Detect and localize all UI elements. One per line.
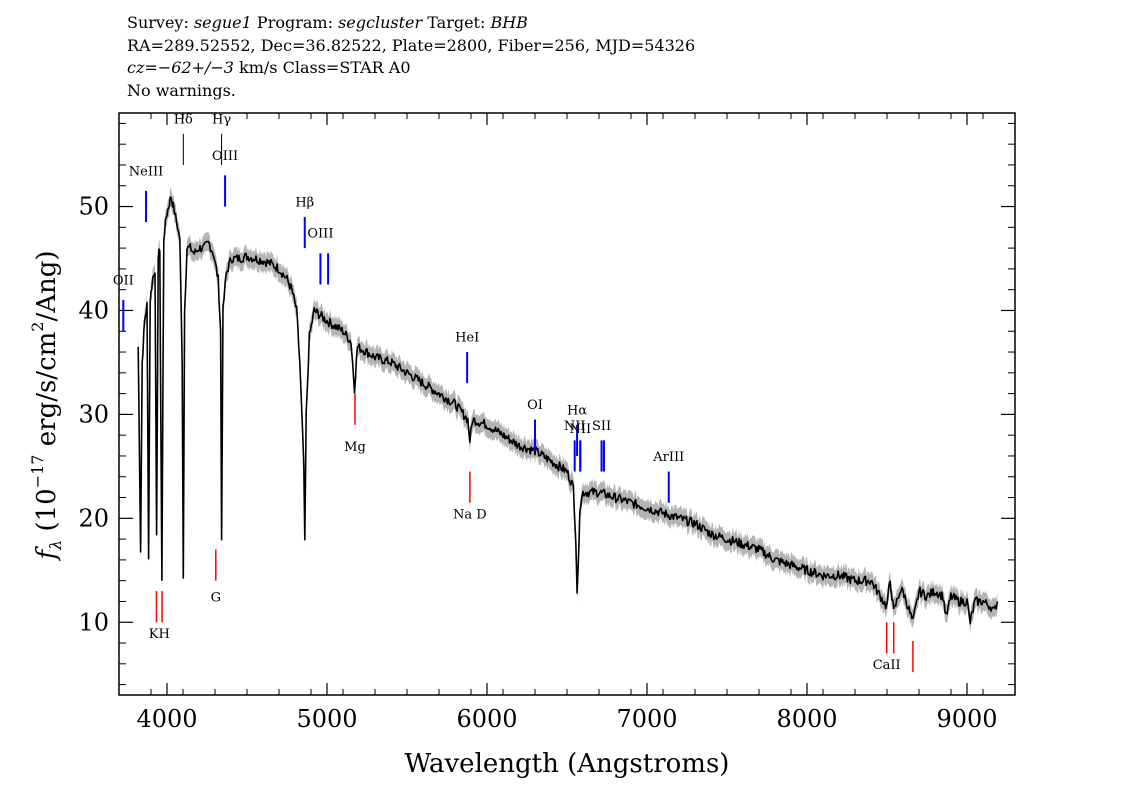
x-tick-label: 5000 (296, 705, 357, 733)
survey-value: segue1 (193, 13, 252, 32)
cz-label: cz= (127, 58, 158, 77)
flux-line-0 (137, 196, 999, 625)
emission-label: OI (527, 398, 543, 413)
x-tick-label: 9000 (936, 705, 997, 733)
y-tick-label: 20 (78, 504, 109, 532)
program-value: segcluster (338, 13, 423, 32)
survey-label: Survey: (127, 13, 189, 32)
y-label-exp2: 2 (28, 322, 47, 332)
emission-label: Hδ (174, 112, 193, 127)
y-tick-label: 10 (78, 608, 109, 636)
x-tick-label: 4000 (136, 705, 197, 733)
emission-label: NeIII (129, 164, 163, 179)
y-label-open: (10 (32, 488, 62, 540)
absorption-label: G (211, 590, 221, 605)
cz-value: −62+/−3 (157, 58, 234, 77)
emission-label: NII (564, 419, 586, 434)
target-label: Target: (427, 13, 486, 32)
emission-label: OII (113, 273, 134, 288)
flux-series (137, 196, 999, 625)
cz-rest: km/s Class=STAR A0 (233, 58, 411, 77)
x-tick-label: 7000 (616, 705, 677, 733)
absorption-label: Mg (344, 440, 366, 455)
emission-label: NII (569, 422, 591, 437)
emission-label: OIII (212, 149, 238, 164)
header-line-3: cz=−62+/−3 km/s Class=STAR A0 (127, 57, 695, 80)
emission-label: OIII (307, 227, 333, 242)
program-label: Program: (256, 13, 333, 32)
emission-label: Hγ (212, 112, 231, 127)
y-axis-label: fλ (10−17 erg/s/cm2/Ang) (28, 250, 65, 561)
header-line-1: Survey: segue1 Program: segcluster Targe… (127, 12, 695, 35)
y-tick-label: 30 (78, 400, 109, 428)
emission-label: SII (592, 419, 611, 434)
axis-ticks: 4000 5000 6000 7000 8000 9000 10 20 30 40 50 (78, 113, 1016, 733)
emission-label: ArIII (652, 450, 684, 465)
y-label-close: /Ang) (32, 250, 62, 321)
x-tick-label: 6000 (456, 705, 517, 733)
emission-label: Hβ (295, 196, 314, 211)
x-axis-label: Wavelength (Angstroms) (405, 749, 730, 779)
spectrum-header: Survey: segue1 Program: segcluster Targe… (127, 12, 695, 102)
header-line-4: No warnings. (127, 80, 236, 100)
absorption-label: Na D (453, 507, 487, 522)
y-tick-label: 40 (78, 296, 109, 324)
x-tick-label: 8000 (776, 705, 837, 733)
emission-label: HeI (455, 331, 479, 346)
y-label-units: erg/s/cm (32, 332, 62, 455)
target-value: BHB (490, 13, 528, 32)
y-label-exp: −17 (28, 455, 47, 489)
absorption-label: CaII (873, 658, 901, 673)
emission-label: Hα (567, 403, 587, 418)
header-line-2: RA=289.52552, Dec=36.82522, Plate=2800, … (127, 35, 696, 55)
kh-label: KH (149, 627, 170, 642)
y-tick-label: 50 (78, 193, 109, 221)
y-label-lambda: λ (46, 540, 65, 551)
